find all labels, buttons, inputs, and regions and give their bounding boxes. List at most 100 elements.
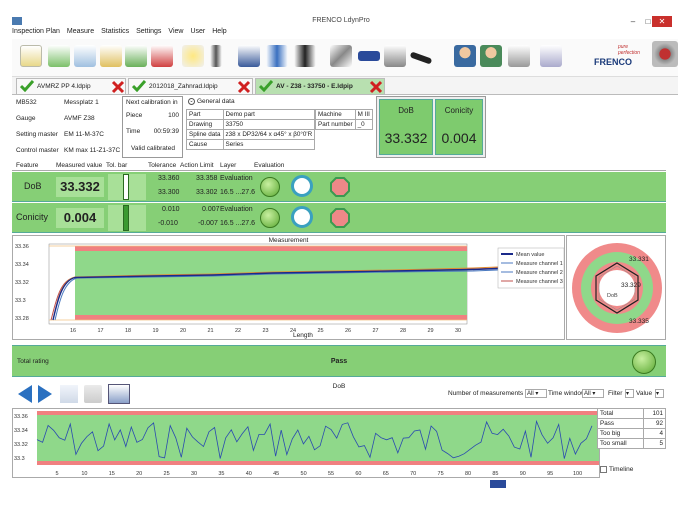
app-icon	[12, 17, 22, 25]
x-tick-label: 35	[218, 471, 224, 477]
dob-summary-label: DoB	[398, 106, 414, 115]
history-toolbar: DoB Number of measurements All ▾ Time wi…	[12, 380, 666, 408]
frenco-logo: pure perfection FRENCO	[590, 41, 650, 71]
machine-value: M III	[354, 109, 373, 120]
x-tick-label: 23	[262, 328, 268, 334]
close-tab-icon[interactable]	[111, 80, 125, 94]
timeline-toggle[interactable]: Timeline	[600, 466, 633, 473]
x-tick-label: 22	[235, 328, 241, 334]
time-window-value: All	[584, 391, 591, 397]
trash-icon[interactable]	[84, 385, 102, 403]
y-tick-label: 33.28	[15, 316, 29, 322]
add-icon[interactable]	[48, 45, 70, 67]
new-plan-icon[interactable]	[20, 45, 42, 67]
maximize-button[interactable]: □	[645, 17, 651, 26]
feature-row-conicity[interactable]: Conicity 0.004 0.010 -0.010 0.007 -0.007…	[12, 203, 666, 233]
num-measurements-select[interactable]: All ▾	[525, 389, 547, 398]
prev-arrow-icon[interactable]	[16, 383, 34, 405]
tab-avmrz[interactable]: AVMRZ PP 4.ldpip	[16, 78, 126, 95]
conicity-summary-tile: Conicity 0.004	[435, 99, 483, 155]
tools-icon[interactable]	[330, 45, 352, 67]
filter-funnel-icon[interactable]	[60, 385, 78, 403]
edit-list-icon[interactable]	[74, 45, 96, 67]
x-tick-label: 40	[246, 471, 252, 477]
station-label: MB532	[16, 99, 37, 106]
menu-measure[interactable]: Measure	[66, 28, 95, 35]
x-tick-label: 100	[573, 471, 582, 477]
print-icon[interactable]	[108, 384, 130, 404]
smiley-pass-icon	[260, 208, 280, 228]
smiley-pass-icon	[260, 177, 280, 197]
toolbar: pure perfection FRENCO	[12, 39, 678, 77]
machine-table: Machine M III Part number _0	[315, 109, 373, 130]
close-tab-icon[interactable]	[369, 80, 383, 94]
keys-icon[interactable]	[508, 45, 530, 67]
caliper-vertical-icon[interactable]	[210, 45, 222, 67]
cause-label: Cause	[186, 139, 224, 150]
x-tick-label: 70	[410, 471, 416, 477]
smiley-pass-icon	[632, 350, 656, 374]
radar-octagon-icon	[330, 208, 350, 228]
tab-label: AV - Z38 - 33750 - E.ldpip	[276, 83, 353, 90]
time-window-select[interactable]: All ▾	[582, 389, 604, 398]
tolerance-bar	[108, 174, 146, 200]
calibration-panel: Next calibration in Piece 100 Time 00:59…	[122, 96, 183, 158]
minimize-button[interactable]: –	[630, 17, 636, 26]
stat-label: Pass	[597, 418, 644, 429]
x-tick-label: 15	[109, 471, 115, 477]
download-icon[interactable]	[125, 45, 147, 67]
measure-horizontal-icon[interactable]	[266, 45, 288, 67]
close-tab-icon[interactable]	[237, 80, 251, 94]
feature-row-dob[interactable]: DoB 33.332 33.360 33.300 33.358 33.302 E…	[12, 172, 666, 202]
x-tick-label: 95	[547, 471, 553, 477]
timeline-checkbox[interactable]	[600, 466, 607, 473]
dob-summary-tile: DoB 33.332	[379, 99, 433, 155]
x-tick-label: 65	[383, 471, 389, 477]
probe-pen-icon[interactable]	[409, 51, 433, 65]
pencil-icon[interactable]	[100, 45, 122, 67]
menu-view[interactable]: View	[168, 28, 184, 35]
next-arrow-icon[interactable]	[36, 383, 54, 405]
timeline-label: Timeline	[609, 466, 634, 473]
lightbulb-icon[interactable]	[182, 45, 204, 67]
menu-help[interactable]: Help	[212, 28, 227, 35]
close-button[interactable]: ✕	[652, 16, 672, 27]
probe-icon[interactable]	[238, 45, 260, 67]
radar-polygon	[595, 262, 639, 314]
menu-settings[interactable]: Settings	[136, 28, 162, 35]
menu-user[interactable]: User	[190, 28, 206, 35]
num-measurements-label: Number of measurements	[448, 390, 524, 397]
general-data-toggle[interactable]: ⌄ General data	[188, 98, 235, 105]
measure-inner-icon[interactable]	[294, 45, 316, 67]
dob-summary-value: 33.332	[384, 130, 428, 146]
gauge-block-icon[interactable]	[358, 51, 380, 61]
x-tick-label: 55	[328, 471, 334, 477]
value-select[interactable]: ▾	[655, 389, 664, 398]
piece-label: Piece	[126, 112, 143, 119]
feature-table-header: Feature Measured value Tol. bar Toleranc…	[12, 160, 666, 171]
action-limit-upper: 33.358	[196, 175, 218, 182]
layer-range: 16.5 ...27.6	[220, 220, 256, 227]
x-tick-label: 25	[317, 328, 323, 334]
radar-chart	[572, 243, 662, 333]
users-icon[interactable]	[480, 45, 502, 67]
tab-zahnrad[interactable]: 2012018_Zahnrad.ldpip	[128, 78, 253, 95]
filter-select[interactable]: ▾	[625, 389, 634, 398]
history-title: DoB	[332, 383, 346, 390]
legend-entry: Measure channel 3	[516, 279, 563, 285]
x-tick-label: 80	[465, 471, 471, 477]
x-tick-label: 30	[455, 328, 461, 334]
gauge-value: AVMF Z38	[64, 115, 95, 122]
feature-name: Conicity	[16, 212, 49, 222]
menu-statistics[interactable]: Statistics	[101, 28, 130, 35]
stat-label: Total	[597, 408, 644, 419]
spline-value: z38 x DP32/64 x α45° x β0°0'R	[222, 129, 316, 140]
user-icon[interactable]	[454, 45, 476, 67]
menu-inspection-plan[interactable]: Inspection Plan	[12, 28, 60, 35]
filter-label: Filter	[608, 390, 623, 397]
tab-av-z38[interactable]: AV - Z38 - 33750 - E.ldpip	[255, 78, 385, 95]
sensor-icon[interactable]	[384, 45, 406, 67]
delete-icon[interactable]	[151, 45, 173, 67]
print-icon[interactable]	[540, 45, 562, 67]
dob-history-line	[36, 419, 593, 459]
